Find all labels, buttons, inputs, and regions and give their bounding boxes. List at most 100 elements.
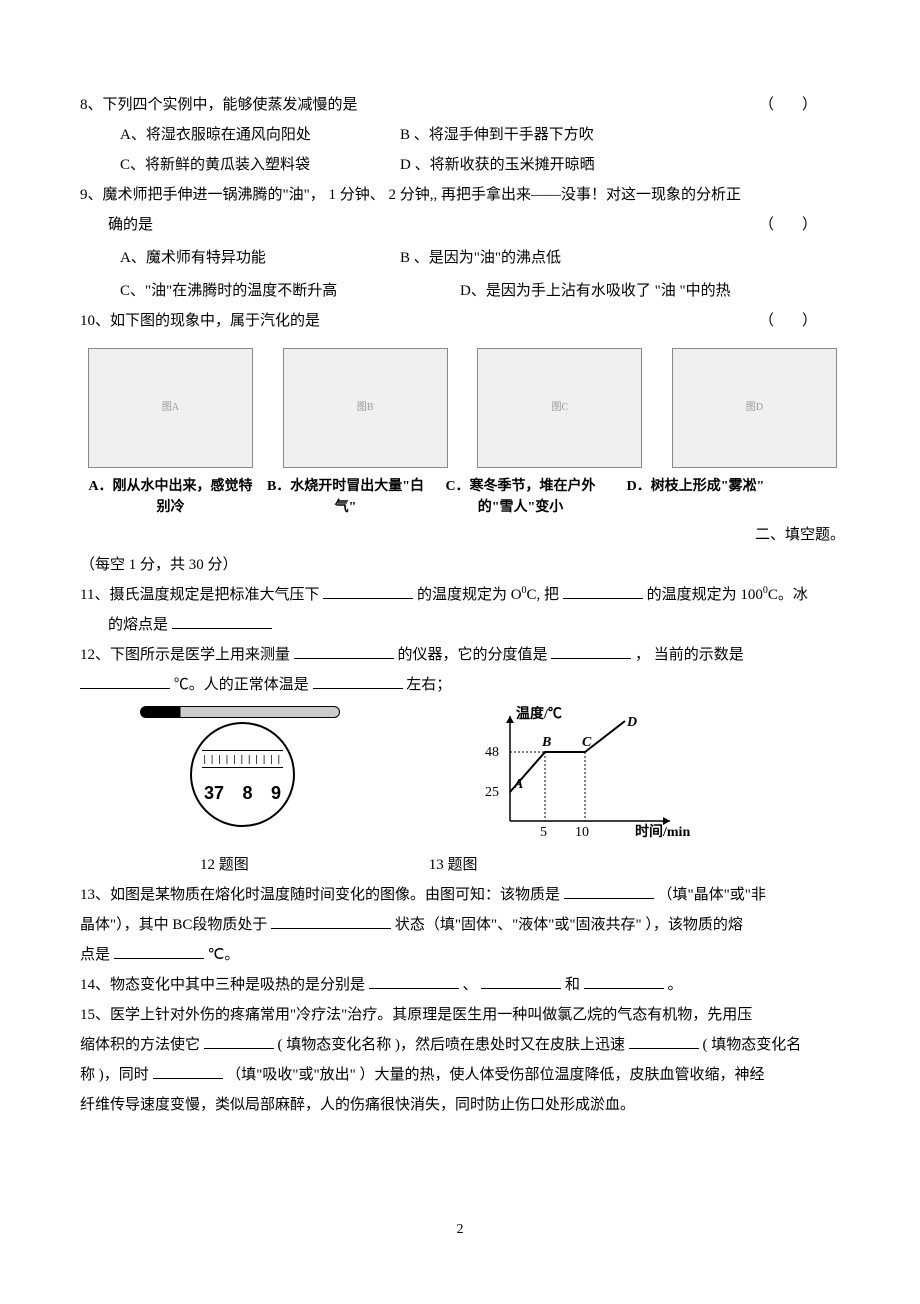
q9-opt-b: B 、是因为"油"的沸点低	[400, 240, 561, 276]
q12-figures: |||||||||||||||||||| 37 8 9 温度/℃ 时间/min …	[80, 706, 845, 846]
thermo-n3: 9	[271, 775, 281, 811]
q10-stem: 10、如下图的现象中，属于汽化的是	[80, 306, 320, 336]
chart-svg: 温度/℃ 时间/min 48 25 5 10 A B C D	[470, 706, 700, 846]
q10-cap-d: D．树枝上形成"雾凇"	[613, 476, 778, 518]
q9-opt-a: A、魔术师有特异功能	[120, 240, 400, 276]
chart-y25: 25	[485, 785, 499, 800]
q11-p1: 11、摄氏温度规定是把标准大气压下	[80, 587, 319, 603]
thermo-scale: ||||||||||||||||||||	[202, 750, 283, 768]
q15-line1: 15、医学上针对外伤的疼痛常用"冷疗法"治疗。其原理是医生用一种叫做氯乙烷的气态…	[80, 1000, 845, 1030]
q12: 12、下图所示是医学上用来测量 的仪器，它的分度值是 ， 当前的示数是	[80, 640, 845, 670]
chart-y48: 48	[485, 745, 499, 760]
q9-opt-d: D、是因为手上沾有水吸收了 "油 "中的热	[460, 276, 731, 306]
q14-p1: 14、物态变化中其中三种是吸热的是分别是	[80, 977, 365, 993]
chart-x10: 10	[575, 825, 589, 840]
svg-text:B: B	[541, 735, 551, 750]
q12-p4: ℃。人的正常体温是	[174, 677, 309, 693]
q15-p3a: 称 )，同时	[80, 1067, 149, 1083]
q9-stem1: 9、魔术师把手伸进一锅沸腾的"油"， 1 分钟、 2 分钟,, 再把手拿出来——…	[80, 180, 845, 210]
q9-stem2: 确的是	[80, 210, 153, 240]
q13-p1b: （填"晶体"或"非	[658, 887, 766, 903]
chart-x5: 5	[540, 825, 547, 840]
q10-img-c: 图C	[477, 348, 642, 468]
q13-p3b: ℃。	[208, 947, 240, 963]
svg-text:D: D	[626, 715, 637, 730]
q15-blank3	[153, 1064, 223, 1079]
label-13: 13 题图	[429, 850, 478, 880]
q8-row1: A、将湿衣服晾在通风向阳处 B 、将湿手伸到干手器下方吹	[80, 120, 845, 150]
q11-blank1	[323, 584, 413, 599]
thermo-n2: 8	[243, 775, 253, 811]
q13-line2: 晶体"），其中 BC段物质处于 状态（填"固体"、"液体"或"固液共存" ），该…	[80, 910, 845, 940]
q8-stem-text: 8、下列四个实例中，能够使蒸发减慢的是	[80, 90, 358, 120]
q14-p2: 和	[565, 977, 580, 993]
svg-text:A: A	[513, 777, 523, 792]
q13-line3: 点是 ℃。	[80, 940, 845, 970]
q10-images: 图A 图B 图C 图D	[80, 336, 845, 472]
q14-blank1	[369, 974, 459, 989]
q11-p3: 的温度规定为 100	[647, 587, 763, 603]
thermo-nums: 37 8 9	[204, 775, 281, 811]
figure-labels: 12 题图 13 题图	[80, 850, 845, 880]
q11-line2: 的熔点是	[80, 610, 845, 640]
q13-blank2	[271, 914, 391, 929]
q8-opt-c: C、将新鲜的黄瓜装入塑料袋	[120, 150, 400, 180]
svg-text:C: C	[582, 735, 592, 750]
q8-opt-a: A、将湿衣服晾在通风向阳处	[120, 120, 400, 150]
thermo-n1: 37	[204, 775, 224, 811]
q14-end: 。	[668, 977, 683, 993]
q13-blank1	[564, 884, 654, 899]
q11-p2b: C, 把	[527, 587, 560, 603]
q13-p2b: 状态（填"固体"、"液体"或"固液共存" ），该物质的熔	[395, 917, 743, 933]
q14-blank3	[584, 974, 664, 989]
q13-p2: 晶体"），其中 BC段物质处于	[80, 917, 267, 933]
q10-paren: （）	[759, 306, 845, 336]
q8-opt-d: D 、将新收获的玉米摊开晾晒	[400, 150, 595, 180]
q15-p2b: ( 填物态变化名称 )，然后喷在患处时又在皮肤上迅速	[278, 1037, 626, 1053]
q15-blank1	[204, 1034, 274, 1049]
q10-cap-c: C．寒冬季节，堆在户外的"雪人"变小	[438, 476, 603, 518]
section2-scoring: （每空 1 分，共 30 分）	[80, 550, 845, 580]
q12-blank2	[551, 644, 631, 659]
q15-blank2	[629, 1034, 699, 1049]
q10-img-b: 图B	[283, 348, 448, 468]
q12-line2: ℃。人的正常体温是 左右；	[80, 670, 845, 700]
chart-ylabel: 温度/℃	[516, 706, 562, 722]
q14: 14、物态变化中其中三种是吸热的是分别是 、 和 。	[80, 970, 845, 1000]
q9-stem2-row: 确的是 （）	[80, 210, 845, 240]
q10-captions: A．刚从水中出来，感觉特别冷 B．水烧开时冒出大量"白气" C．寒冬季节，堆在户…	[80, 472, 845, 518]
q12-p2: 的仪器，它的分度值是	[398, 647, 548, 663]
q14-sep: 、	[463, 977, 478, 993]
q10-img-a: 图A	[88, 348, 253, 468]
q9-row2: C、"油"在沸腾时的温度不断升高 D、是因为手上沾有水吸收了 "油 "中的热	[80, 276, 845, 306]
q11-p2: 的温度规定为 O	[417, 587, 522, 603]
q10-cap-a: A．刚从水中出来，感觉特别冷	[88, 476, 253, 518]
q8-opt-b: B 、将湿手伸到干手器下方吹	[400, 120, 594, 150]
q12-p3: ， 当前的示数是	[635, 647, 744, 663]
chart-xlabel: 时间/min	[635, 823, 690, 840]
q9-opt-c: C、"油"在沸腾时的温度不断升高	[120, 276, 460, 306]
q11-blank3	[172, 614, 272, 629]
label-12: 12 题图	[200, 850, 249, 880]
thermometer-figure: |||||||||||||||||||| 37 8 9	[140, 706, 370, 846]
q13-blank3	[114, 944, 204, 959]
q12-blank1	[294, 644, 394, 659]
melting-chart: 温度/℃ 时间/min 48 25 5 10 A B C D	[470, 706, 670, 846]
q15-line3: 称 )，同时 （填"吸收"或"放出" ）大量的热，使人体受伤部位温度降低，皮肤血…	[80, 1060, 845, 1090]
q8-row2: C、将新鲜的黄瓜装入塑料袋 D 、将新收获的玉米摊开晾晒	[80, 150, 845, 180]
q10-img-d: 图D	[672, 348, 837, 468]
thermo-zoom: |||||||||||||||||||| 37 8 9	[190, 722, 295, 827]
q11-blank2	[563, 584, 643, 599]
q10-cap-b: B．水烧开时冒出大量"白气"	[263, 476, 428, 518]
q8-stem: 8、下列四个实例中，能够使蒸发减慢的是 （）	[80, 90, 845, 120]
q14-blank2	[481, 974, 561, 989]
page-number: 2	[0, 1216, 920, 1244]
q9-row1: A、魔术师有特异功能 B 、是因为"油"的沸点低	[80, 240, 845, 276]
q11-p3b: C。冰	[768, 587, 808, 603]
q8-paren: （）	[759, 90, 845, 120]
section2-title: 二、填空题。	[80, 520, 845, 550]
q15-p2a: 缩体积的方法使它	[80, 1037, 200, 1053]
thermo-bar	[140, 706, 340, 718]
q10-stem-row: 10、如下图的现象中，属于汽化的是 （）	[80, 306, 845, 336]
q15-line2: 缩体积的方法使它 ( 填物态变化名称 )，然后喷在患处时又在皮肤上迅速 ( 填物…	[80, 1030, 845, 1060]
